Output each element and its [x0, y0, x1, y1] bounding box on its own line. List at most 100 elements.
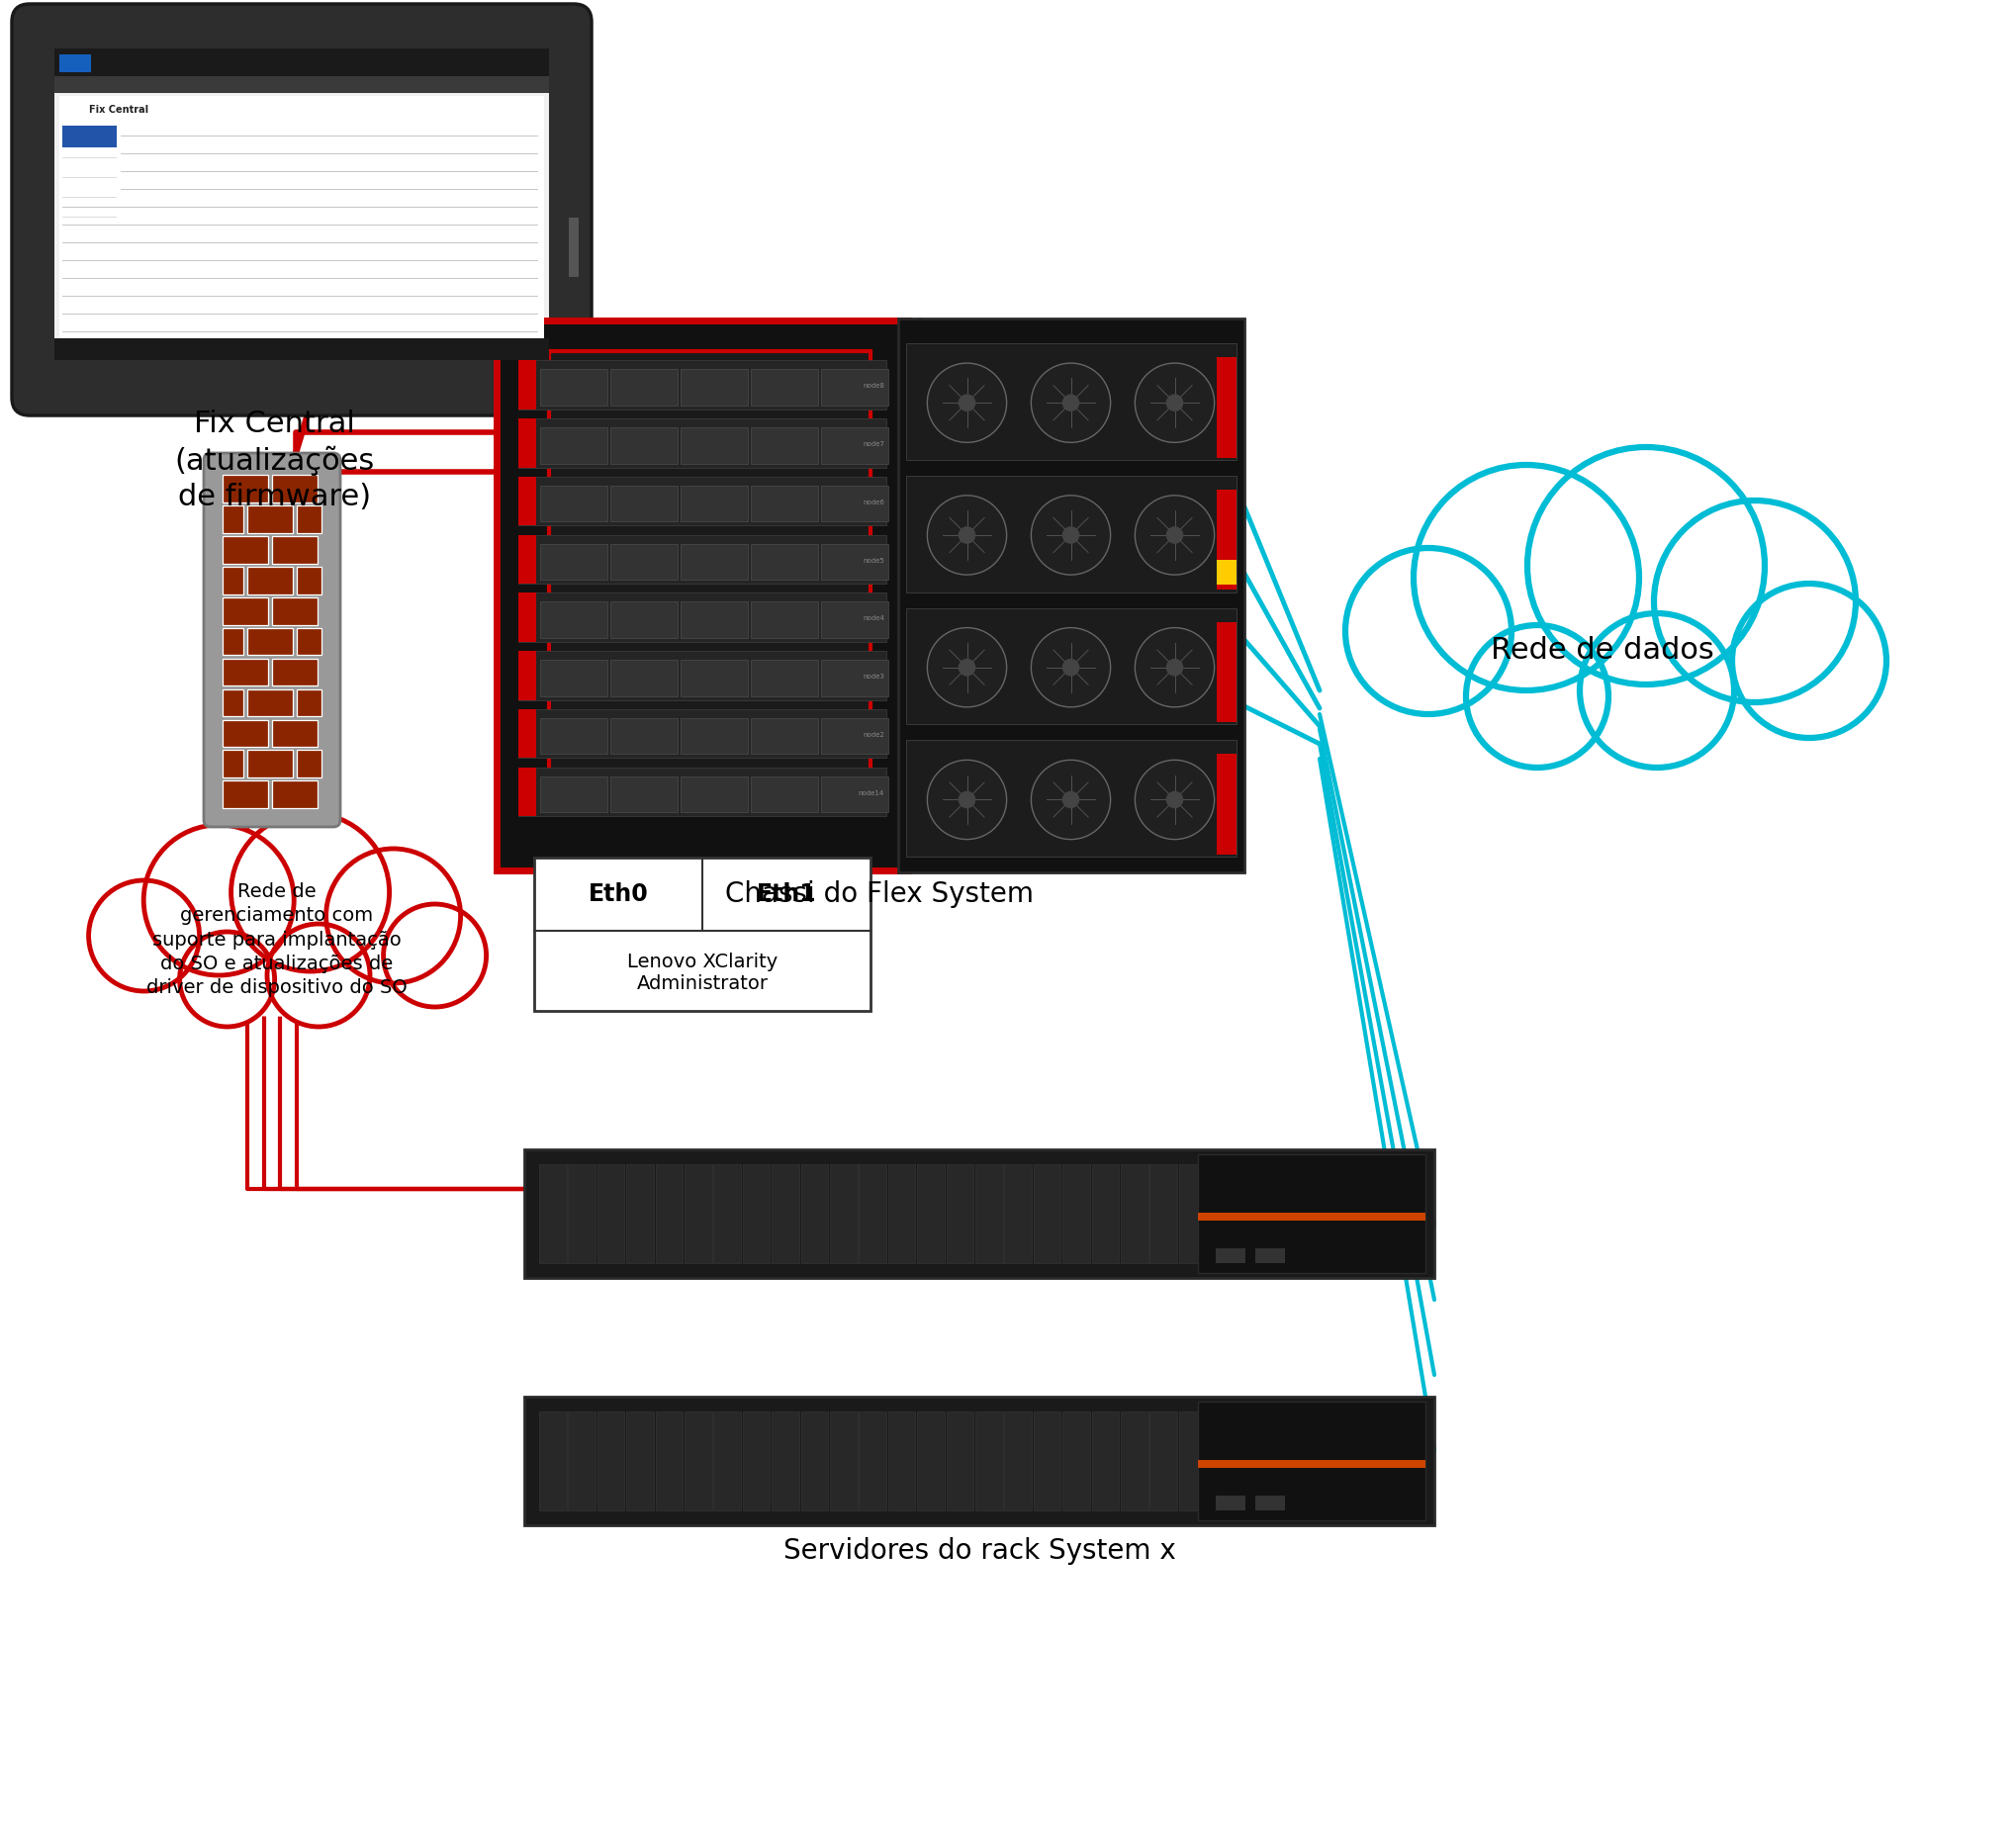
Bar [905, 476, 1236, 592]
Bar [859, 1164, 887, 1263]
Bar [821, 486, 889, 521]
Bar [1034, 1412, 1060, 1510]
Bar [917, 1412, 943, 1510]
Bar [248, 751, 292, 778]
Bar [296, 629, 321, 656]
Bar [540, 428, 607, 463]
Bar [54, 49, 548, 77]
Circle shape [1528, 446, 1764, 685]
Circle shape [1062, 394, 1079, 412]
Bar [1062, 1164, 1091, 1263]
Bar [821, 428, 889, 463]
Bar [611, 428, 677, 463]
Bar [685, 1412, 712, 1510]
Bar [611, 543, 677, 579]
Bar [772, 1164, 798, 1263]
Bar [750, 543, 818, 579]
Ellipse shape [127, 907, 427, 1017]
Bar [518, 709, 536, 758]
Circle shape [958, 394, 976, 412]
Bar [1256, 1248, 1284, 1263]
Bar [569, 1412, 595, 1510]
Bar [222, 598, 268, 625]
Bar [54, 339, 548, 361]
Bar [821, 370, 889, 406]
Bar [1093, 1164, 1119, 1263]
Bar [772, 1412, 798, 1510]
Bar [540, 543, 607, 579]
Bar [679, 776, 748, 813]
Text: node3: node3 [863, 674, 885, 680]
Bar [831, 1164, 857, 1263]
Bar [1149, 1164, 1177, 1263]
Bar [750, 660, 818, 696]
Bar [248, 507, 292, 534]
Bar [905, 740, 1236, 856]
Circle shape [958, 791, 976, 809]
Bar [222, 658, 268, 685]
Bar [58, 55, 91, 73]
Bar [222, 507, 244, 534]
Bar [1004, 1164, 1032, 1263]
Bar [1062, 1412, 1091, 1510]
Circle shape [327, 849, 460, 984]
Circle shape [1030, 363, 1111, 443]
Bar [1121, 1164, 1147, 1263]
Bar [1149, 1412, 1177, 1510]
Bar [222, 751, 244, 778]
Circle shape [1165, 394, 1183, 412]
Bar [222, 536, 268, 563]
Circle shape [1030, 760, 1111, 840]
Bar [889, 1164, 915, 1263]
Bar [627, 1412, 653, 1510]
Bar [540, 718, 607, 754]
Circle shape [1135, 629, 1214, 707]
Bar [685, 1164, 712, 1263]
Bar [272, 476, 319, 503]
Bar [1218, 357, 1236, 457]
Bar [742, 1164, 770, 1263]
Bar [750, 718, 818, 754]
Bar [679, 601, 748, 638]
Bar [222, 689, 244, 716]
Circle shape [927, 363, 1006, 443]
Text: Fix Central
(atualizações
de firmware): Fix Central (atualizações de firmware) [175, 410, 375, 510]
Bar [679, 543, 748, 579]
Bar [540, 776, 607, 813]
Bar [821, 601, 889, 638]
Circle shape [89, 880, 200, 991]
Bar [1216, 1496, 1246, 1510]
Circle shape [1732, 583, 1887, 738]
Bar [750, 601, 818, 638]
Bar [597, 1412, 625, 1510]
Bar [889, 1412, 915, 1510]
Circle shape [1345, 548, 1512, 714]
Bar [518, 536, 536, 583]
Bar [569, 1164, 595, 1263]
Bar [1179, 1164, 1206, 1263]
Circle shape [1030, 629, 1111, 707]
Bar [611, 718, 677, 754]
Text: node8: node8 [863, 383, 885, 390]
Text: node6: node6 [863, 499, 885, 505]
Bar [750, 370, 818, 406]
FancyBboxPatch shape [204, 454, 341, 827]
Bar [518, 592, 887, 641]
Circle shape [1135, 496, 1214, 574]
Bar [272, 782, 319, 809]
Bar [538, 1164, 566, 1263]
Bar [655, 1412, 683, 1510]
Text: Eth1: Eth1 [756, 882, 816, 906]
Bar [296, 567, 321, 594]
Bar [1218, 559, 1236, 585]
Bar [905, 343, 1236, 459]
Text: Fix Central: Fix Central [89, 106, 149, 115]
Ellipse shape [1407, 589, 1798, 751]
Circle shape [232, 813, 389, 971]
Bar [899, 319, 1244, 873]
Bar [679, 370, 748, 406]
Bar [518, 419, 536, 468]
Bar [524, 1150, 1433, 1277]
Bar [272, 598, 319, 625]
Bar [821, 660, 889, 696]
